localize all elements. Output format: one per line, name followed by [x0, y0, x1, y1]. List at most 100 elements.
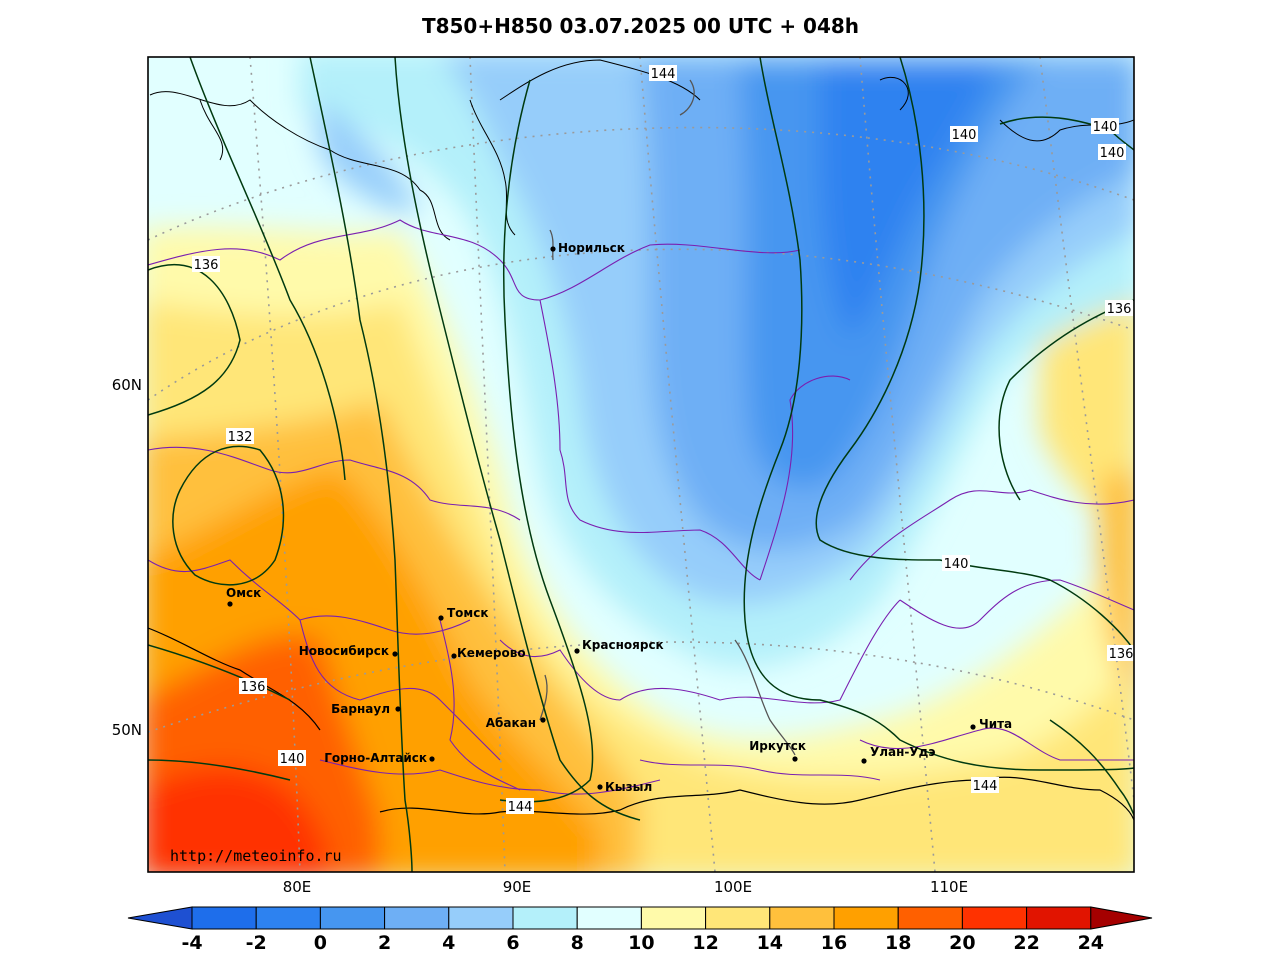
colorbar-tick-label: 18 [885, 932, 911, 954]
isohypse-label: 132 [226, 428, 254, 445]
svg-text:Горно-Алтайск: Горно-Алтайск [324, 751, 427, 765]
city-irkutsk: Иркутск [749, 739, 806, 762]
colorbar-tick-label: 20 [949, 932, 975, 954]
colorbar-swatch [833, 906, 899, 930]
isohypse-label: 140 [1098, 144, 1126, 161]
svg-text:140: 140 [952, 128, 977, 143]
colorbar-swatch [576, 906, 642, 930]
city-kyzyl: Кызыл [597, 780, 652, 794]
colorbar-swatch [512, 906, 578, 930]
isohypse-label: 144 [506, 798, 534, 815]
isohypse-label: 136 [1105, 300, 1133, 317]
isohypse-label: 144 [649, 65, 677, 82]
lon-label: 100E [714, 878, 752, 896]
temperature-field [148, 57, 1134, 872]
colorbar-swatch [1026, 906, 1092, 930]
svg-text:Красноярск: Красноярск [582, 638, 664, 652]
colorbar-swatch [705, 906, 771, 930]
svg-text:144: 144 [651, 67, 676, 82]
colorbar-swatch [640, 906, 707, 930]
colorbar-swatch [255, 906, 321, 930]
svg-text:Иркутск: Иркутск [749, 739, 806, 753]
city-norilsk: Норильск [550, 241, 625, 255]
svg-text:Барнаул: Барнаул [331, 702, 390, 716]
svg-text:Улан-Удэ: Улан-Удэ [870, 745, 935, 759]
colorbar-swatch [961, 906, 1028, 930]
rivers [539, 79, 796, 756]
isohypse-label: 140 [942, 555, 970, 572]
isohypse-label: 140 [1091, 118, 1119, 135]
city-abakan: Абакан [486, 716, 546, 730]
city-barnaul: Барнаул [331, 702, 401, 716]
colorbar-tick-label: 10 [628, 932, 654, 954]
lat-label: 50N [112, 721, 142, 739]
latitude-labels: 60N 50N [112, 376, 142, 739]
colorbar-tick-label: 4 [442, 932, 455, 954]
lat-label: 60N [112, 376, 142, 394]
colorbar-under-arrow [127, 906, 193, 930]
colorbar-tick-label: 16 [821, 932, 847, 954]
isohypse-label: 136 [1107, 645, 1135, 662]
city-tomsk: Томск [438, 606, 489, 621]
map-title: T850+H850 03.07.2025 00 UTC + 048h [421, 14, 860, 38]
svg-text:Норильск: Норильск [558, 241, 625, 255]
city-krasnoyarsk: Красноярск [574, 638, 664, 654]
colorbar-tick-label: -4 [181, 932, 202, 954]
lon-label: 110E [930, 878, 968, 896]
city-omsk: Омск [226, 586, 261, 607]
svg-text:Новосибирск: Новосибирск [299, 644, 389, 658]
colorbar-over-arrow [1090, 906, 1153, 930]
city-markers: Норильск Омск Томск Новосибирск Кемерово… [226, 241, 1012, 794]
svg-text:144: 144 [508, 800, 533, 815]
svg-text:136: 136 [1107, 302, 1132, 317]
city-gorno-altaysk: Горно-Алтайск [324, 751, 435, 765]
colorbar-tick-label: 12 [692, 932, 718, 954]
colorbar-swatch [769, 906, 835, 930]
colorbar-tick-label: 22 [1013, 932, 1039, 954]
svg-text:140: 140 [1093, 120, 1118, 135]
watermark-url[interactable]: http://meteoinfo.ru [170, 847, 342, 865]
svg-text:Омск: Омск [226, 586, 261, 600]
colorbar-swatch [319, 906, 386, 930]
longitude-labels: 80E 90E 100E 110E [283, 878, 968, 896]
colorbar-swatch [191, 906, 257, 930]
isohypse-labels: 144 140 140 140 136 136 132 136 140 144 … [192, 65, 1135, 815]
isohypse-label: 140 [950, 126, 978, 143]
isohypse-label: 144 [971, 777, 999, 794]
svg-text:136: 136 [241, 680, 266, 695]
svg-text:140: 140 [1100, 146, 1125, 161]
city-chita: Чита [970, 717, 1012, 731]
svg-text:132: 132 [228, 430, 253, 445]
isohypses [148, 57, 1134, 872]
svg-text:Кемерово: Кемерово [457, 646, 526, 660]
lon-label: 80E [283, 878, 312, 896]
city-novosibirsk: Новосибирск [299, 644, 398, 658]
colorbar-swatch [448, 906, 514, 930]
svg-text:140: 140 [944, 557, 969, 572]
map-frame [147, 56, 1135, 873]
colorbar-tick-label: 2 [378, 932, 391, 954]
svg-text:144: 144 [973, 779, 998, 794]
colorbar-tick-label: 24 [1078, 932, 1104, 954]
svg-text:136: 136 [1109, 647, 1134, 662]
colorbar-swatch [897, 906, 963, 930]
isohypse-label: 136 [192, 256, 220, 273]
svg-text:136: 136 [194, 258, 219, 273]
isohypse-label: 140 [278, 750, 306, 767]
city-ulan-ude: Улан-Удэ [861, 745, 935, 764]
lon-label: 90E [503, 878, 532, 896]
city-kemerovo: Кемерово [451, 646, 526, 660]
colorbar-tick-label: 0 [314, 932, 327, 954]
svg-text:Абакан: Абакан [486, 716, 536, 730]
admin-borders [148, 219, 1134, 795]
isohypse-label: 136 [239, 678, 267, 695]
colorbar-tick-label: 14 [757, 932, 783, 954]
svg-text:140: 140 [280, 752, 305, 767]
svg-text:Чита: Чита [979, 717, 1012, 731]
colorbar-swatch [384, 906, 450, 930]
colorbar-tick-label: -2 [246, 932, 267, 954]
svg-text:Кызыл: Кызыл [605, 780, 652, 794]
svg-text:Томск: Томск [447, 606, 489, 620]
colorbar: -4 -2 0 2 4 6 8 10 12 14 16 18 20 22 24 [127, 906, 1153, 954]
